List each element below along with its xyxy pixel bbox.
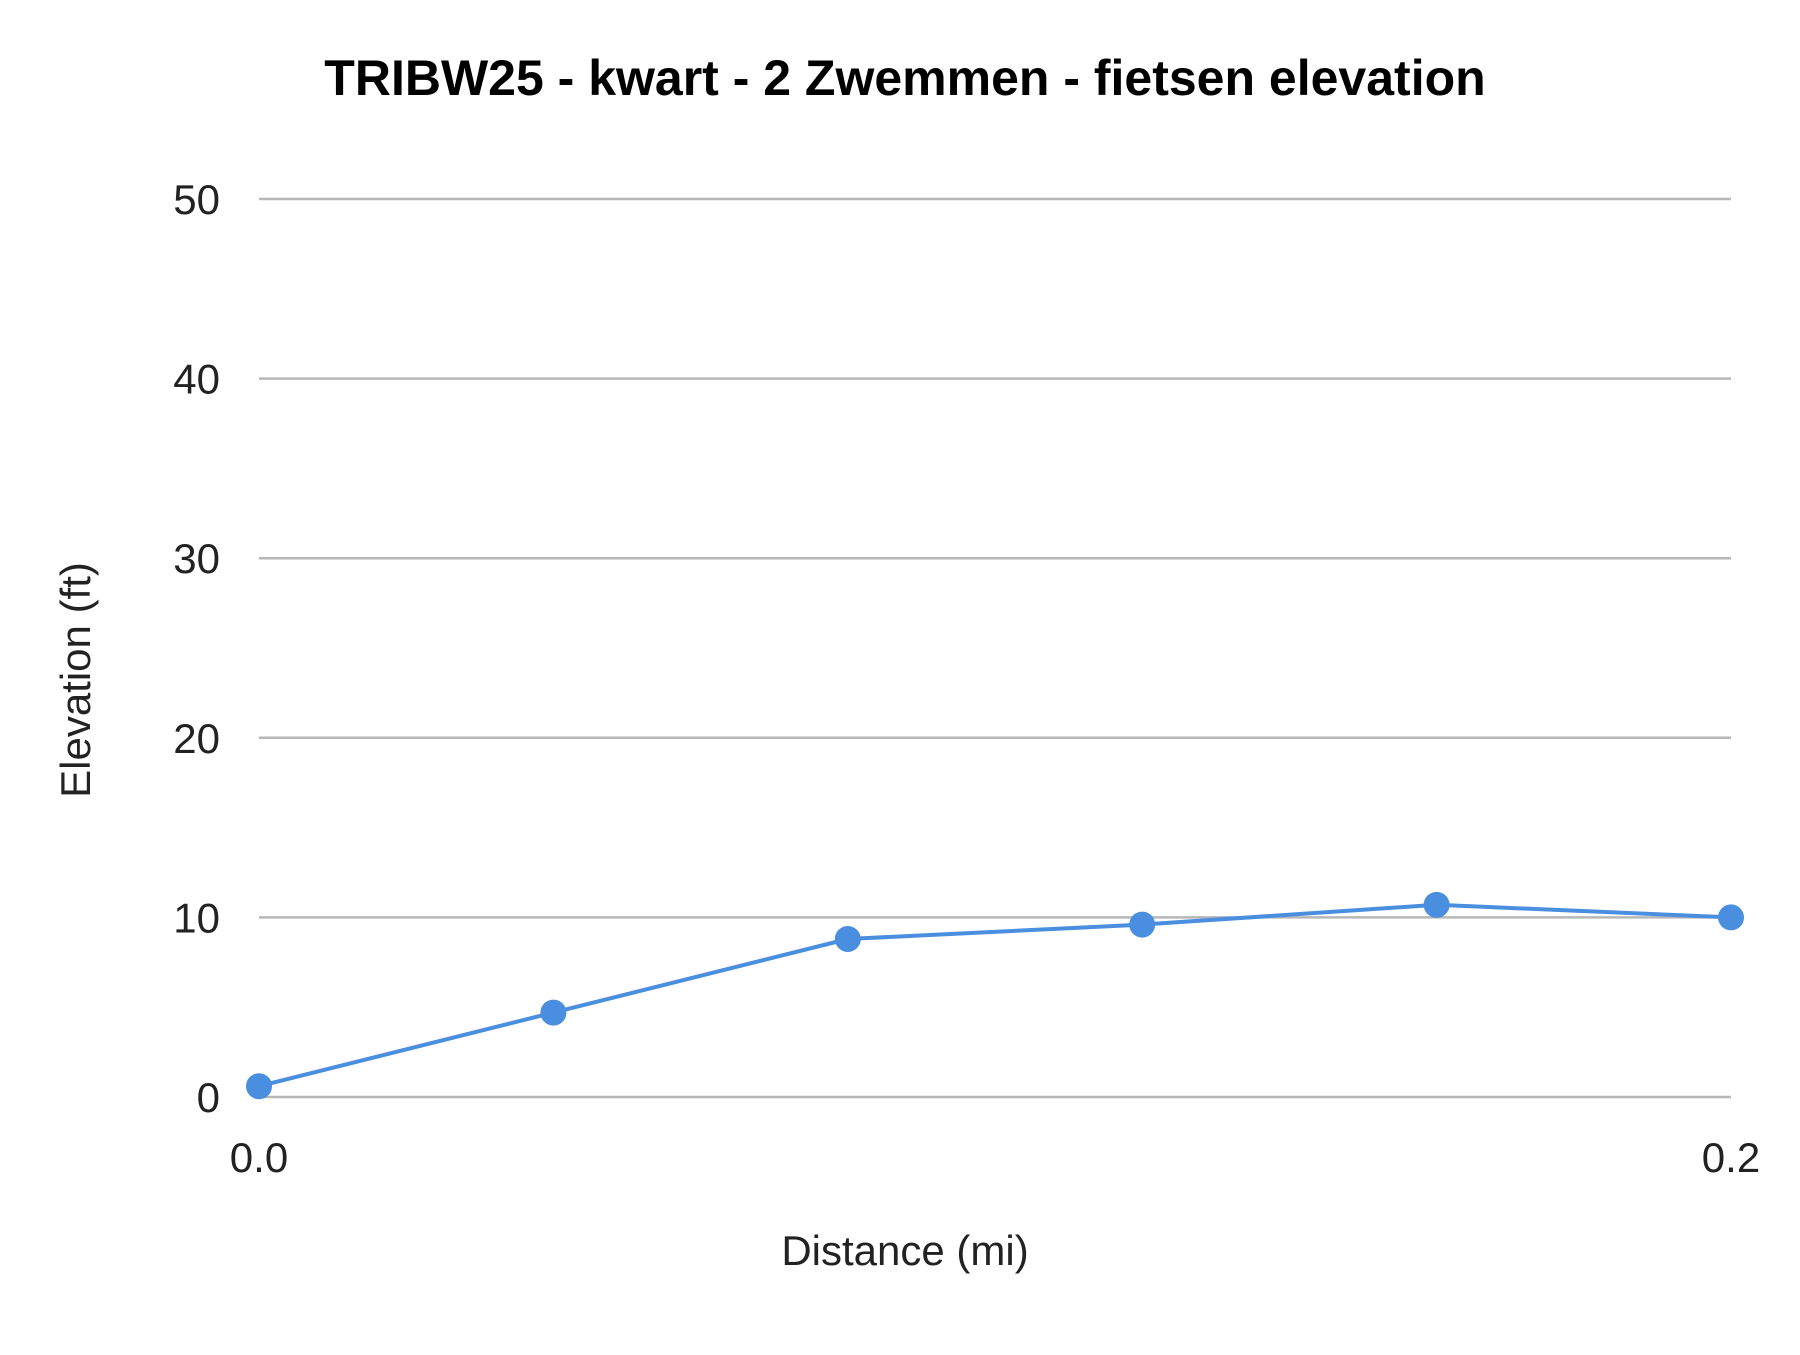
data-point xyxy=(834,925,861,952)
y-tick-label: 30 xyxy=(173,535,220,582)
y-tick-label: 50 xyxy=(173,176,220,223)
x-axis-label: Distance (mi) xyxy=(781,1227,1028,1274)
series-layer xyxy=(246,891,1744,1100)
y-tick-label: 0 xyxy=(197,1074,220,1121)
gridlines xyxy=(259,197,1731,1099)
y-tick-label: 20 xyxy=(173,715,220,762)
series-line xyxy=(258,902,1732,1089)
data-point xyxy=(1423,891,1450,918)
y-tick-label: 10 xyxy=(173,894,220,941)
x-tick-label: 0.2 xyxy=(1702,1134,1760,1181)
y-axis-ticks: 0 10 20 30 40 50 xyxy=(173,176,220,1121)
data-point xyxy=(246,1073,272,1100)
x-tick-label: 0.0 xyxy=(230,1134,288,1181)
y-axis-label: Elevation (ft) xyxy=(52,562,99,798)
chart-title: TRIBW25 - kwart - 2 Zwemmen - fietsen el… xyxy=(324,50,1485,106)
data-point xyxy=(540,999,567,1026)
y-tick-label: 40 xyxy=(173,356,220,403)
data-point xyxy=(1718,904,1744,931)
data-point xyxy=(1129,911,1156,938)
x-axis-ticks: 0.0 0.2 xyxy=(230,1134,1760,1181)
